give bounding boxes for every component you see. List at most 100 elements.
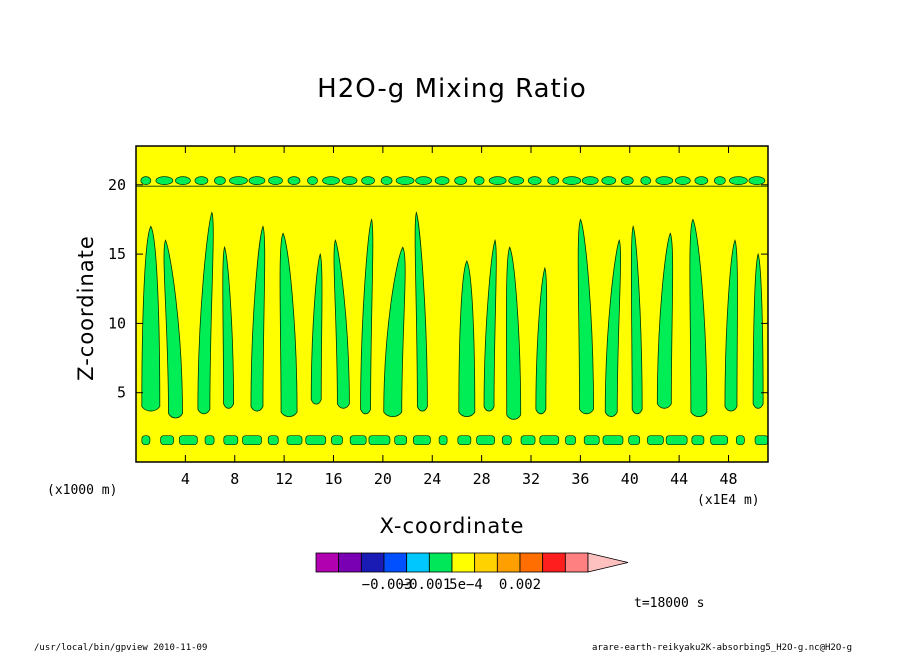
lower-contour-blob [394,435,407,446]
anomaly-contours [136,176,768,446]
upper-contour-blob [194,176,209,185]
lower-contour-blob [331,435,343,446]
lower-contour-blob [647,435,664,446]
x-unit-left: (x1000 m) [47,483,118,498]
colorbar-swatch [406,552,430,573]
lower-contour-blob [476,435,495,446]
contour-patch [724,239,738,412]
lower-contour-blob [539,435,560,446]
lower-contour-blob [286,435,303,446]
x-tick-label: 4 [181,470,190,488]
y-tick-label: 10 [108,314,126,332]
contour-patch [333,239,350,409]
lower-contour-blob [735,435,745,446]
colorbar-swatch [383,552,408,573]
lower-contour-blob [457,435,472,446]
lower-contour-blob [583,435,600,446]
contour-patch [630,225,643,415]
upper-contour-blob [140,176,152,185]
contour-patch [535,266,548,415]
x-tick-label: 44 [670,470,688,488]
lower-contour-blob [349,435,367,446]
footer-left: /usr/local/bin/gpview 2010-11-09 [34,643,208,653]
colorbar-swatch [451,552,476,573]
contour-patch [360,218,374,415]
lower-contour-blob [242,435,262,446]
upper-contour-blob [748,176,766,185]
upper-contour-blob [434,176,450,185]
x-axis-label: X-coordinate [379,514,525,538]
lower-contour-blob [204,435,215,446]
lower-contour-blob [141,435,151,446]
upper-contour-blob [322,176,340,185]
footer-right: arare-earth-reikyaku2K-absorbing5_H2O-g.… [592,643,853,653]
lower-contour-blob [368,435,391,446]
colorbar-label: 5e−4 [449,577,483,593]
contour-patch [383,246,406,418]
time-label: t=18000 s [634,596,705,611]
upper-contour-blob [488,176,507,185]
lower-contour-blob [305,435,327,446]
contour-patch [414,211,428,412]
lower-contour-blob [267,435,279,446]
upper-contour-blob [473,176,485,185]
colorbar-arrow [587,552,629,573]
upper-contour-blob [229,176,248,185]
colorbar-swatch [474,552,498,573]
x-tick-label: 40 [621,470,639,488]
upper-contour-blob [175,176,191,185]
upper-contour-blob [395,176,415,185]
contour-patch [483,238,497,412]
upper-contour-blob [248,176,266,185]
lower-contour-blob [754,435,768,446]
x-tick-label: 12 [275,470,293,488]
lower-contour-blob [691,435,705,446]
upper-contour-blob [214,176,226,185]
colorbar-swatch [496,552,521,573]
upper-contour-blob [674,176,691,185]
x-tick-label: 28 [473,470,491,488]
x-tick-label: 8 [230,470,239,488]
upper-contour-blob [581,176,599,185]
upper-contour-blob [714,176,726,185]
lower-contour-blob [178,435,198,446]
upper-contour-blob [655,176,674,185]
x-tick-label: 24 [423,470,441,488]
colorbar-swatch [542,552,566,573]
y-axis-label: Z-coordinate [74,235,98,381]
contour-patch [141,225,161,412]
lower-contour-blob [710,435,728,446]
contour-patch [197,211,214,415]
x-tick-label: 20 [374,470,392,488]
colorbar-label: 0.002 [499,577,541,593]
plot-frame [135,145,769,463]
upper-contour-blob [547,176,560,185]
colorbar-swatch [338,552,362,573]
upper-contour-blob [601,176,617,185]
contour-patch [689,218,708,418]
y-tick-label: 5 [117,384,126,402]
contour-patch [310,252,323,405]
upper-contour-blob [694,176,709,185]
chart-title: H2O-g Mixing Ratio [317,74,587,104]
upper-contour-blob [562,176,582,185]
contour-patch [279,232,298,418]
lower-contour-blob [160,435,174,446]
colorbar-label: −0.003 [362,577,413,593]
contour-patch [577,218,594,415]
upper-contour-blob [307,176,318,185]
x-tick-label: 36 [571,470,589,488]
upper-contour-blob [155,176,174,185]
colorbar-swatch [428,552,453,573]
upper-contour-blob [527,176,542,185]
upper-contour-blob [268,176,283,185]
x-tick-label: 32 [522,470,540,488]
colorbar-swatch [360,552,385,573]
x-unit-right: (x1E4 m) [697,493,760,508]
upper-contour-blob [341,176,358,185]
upper-contour-blob [380,176,393,185]
upper-contour-blob [361,176,375,185]
upper-contour-blob [415,176,432,185]
